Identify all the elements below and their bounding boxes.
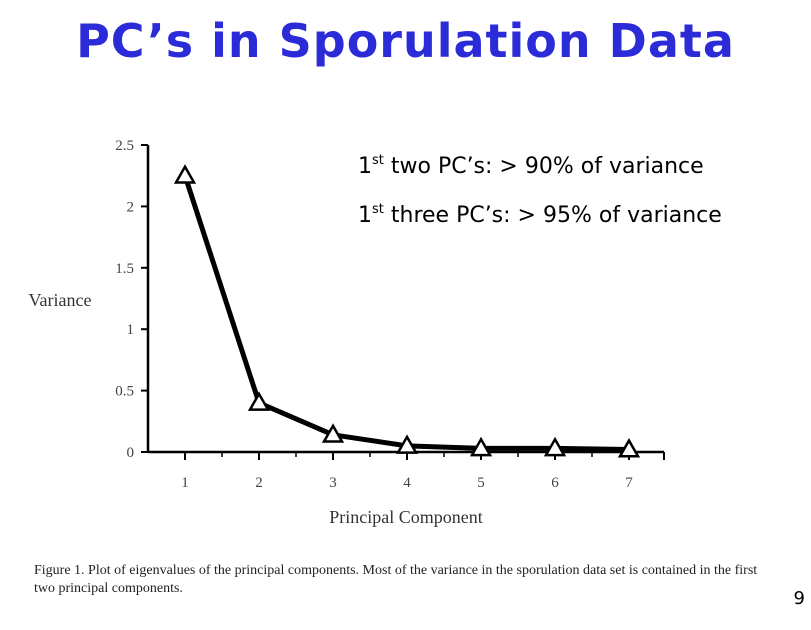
y-tick-label: 2.5 xyxy=(115,138,134,154)
x-tick-label: 4 xyxy=(403,475,411,491)
annotation-three-pcs-num: 1 xyxy=(358,203,372,228)
figure-caption: Figure 1. Plot of eigenvalues of the pri… xyxy=(34,563,758,596)
annotation-two-pcs-sup: st xyxy=(372,153,384,168)
y-axis-title: Variance xyxy=(29,290,92,310)
y-tick-label: 2 xyxy=(127,199,135,215)
data-point-marker xyxy=(247,391,271,411)
x-tick-label: 6 xyxy=(551,475,559,491)
data-point-marker xyxy=(395,434,419,454)
x-tick-label: 1 xyxy=(181,475,189,491)
data-point-marker xyxy=(469,436,493,457)
annotation-two-pcs-text: two PC’s: > 90% of variance xyxy=(383,154,704,179)
y-tick-label: 1 xyxy=(127,322,135,338)
y-tick-label: 1.5 xyxy=(115,261,134,277)
y-tick-label: 0.5 xyxy=(115,384,134,400)
x-axis-title: Principal Component xyxy=(329,507,482,527)
slide-title: PC’s in Sporulation Data xyxy=(76,14,735,68)
x-tick-label: 7 xyxy=(625,475,633,491)
annotation-two-pcs-num: 1 xyxy=(358,154,372,179)
data-point-marker xyxy=(321,423,345,443)
data-point-marker xyxy=(543,436,567,457)
page-number: 9 xyxy=(793,588,805,609)
x-tick-label: 2 xyxy=(255,475,263,491)
x-tick-label: 5 xyxy=(477,475,485,491)
annotation-three-pcs-text: three PC’s: > 95% of variance xyxy=(383,203,722,228)
annotation-two-pcs: 1st two PC’s: > 90% of variance xyxy=(358,154,704,179)
data-point-marker xyxy=(173,164,197,184)
annotation-three-pcs-sup: st xyxy=(372,202,384,217)
x-tick-label: 3 xyxy=(329,475,337,491)
y-tick-label: 0 xyxy=(127,445,135,461)
data-point-marker xyxy=(617,438,641,458)
annotation-three-pcs: 1st three PC’s: > 95% of variance xyxy=(358,203,722,228)
